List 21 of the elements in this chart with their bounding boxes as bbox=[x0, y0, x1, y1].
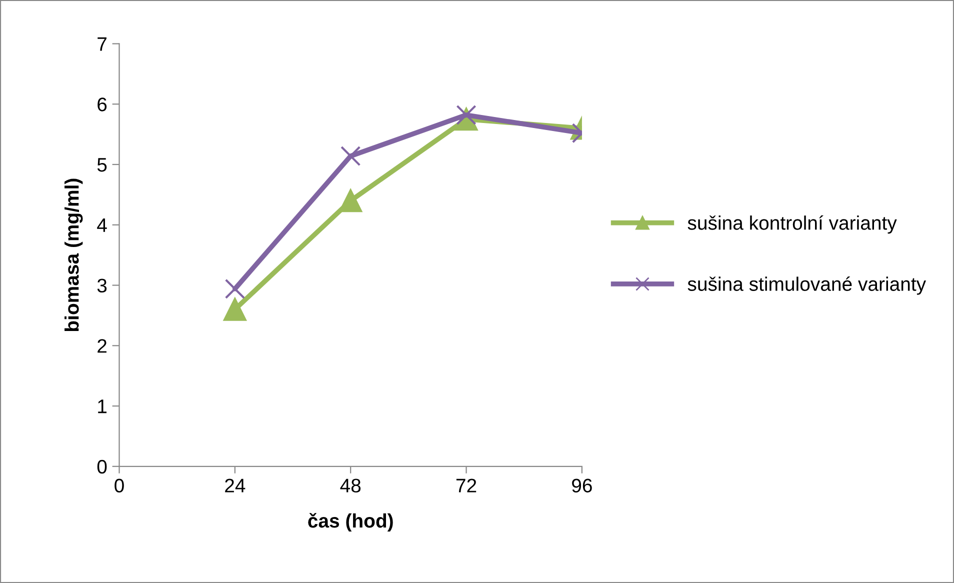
y-tick-label: 6 bbox=[98, 98, 107, 112]
x-axis-title: čas (hod) bbox=[308, 513, 393, 532]
y-tick-label: 4 bbox=[97, 218, 107, 232]
x-tick-label: 72 bbox=[456, 478, 476, 492]
point bbox=[224, 278, 245, 299]
y-tick-label: 5 bbox=[97, 158, 107, 172]
y-tick-label: 7 bbox=[98, 37, 106, 51]
legend-label: sušina kontrolní varianty bbox=[688, 215, 897, 234]
x-tick-label: 96 bbox=[572, 478, 592, 492]
legend-label: sušina stimulované varianty bbox=[688, 276, 926, 295]
y-axis-title: biomasa (mg/ml) bbox=[64, 178, 83, 332]
x-tick-label: 0 bbox=[114, 478, 124, 492]
x-tick-label: 48 bbox=[340, 478, 361, 492]
point bbox=[223, 298, 246, 321]
x-tick-label: 24 bbox=[225, 478, 246, 492]
y-tick-label: 3 bbox=[97, 278, 107, 292]
point bbox=[340, 146, 361, 166]
y-tick-label: 1 bbox=[98, 400, 106, 414]
y-tick-label: 2 bbox=[98, 339, 106, 353]
y-tick-label: 0 bbox=[97, 460, 107, 474]
point bbox=[339, 189, 362, 212]
